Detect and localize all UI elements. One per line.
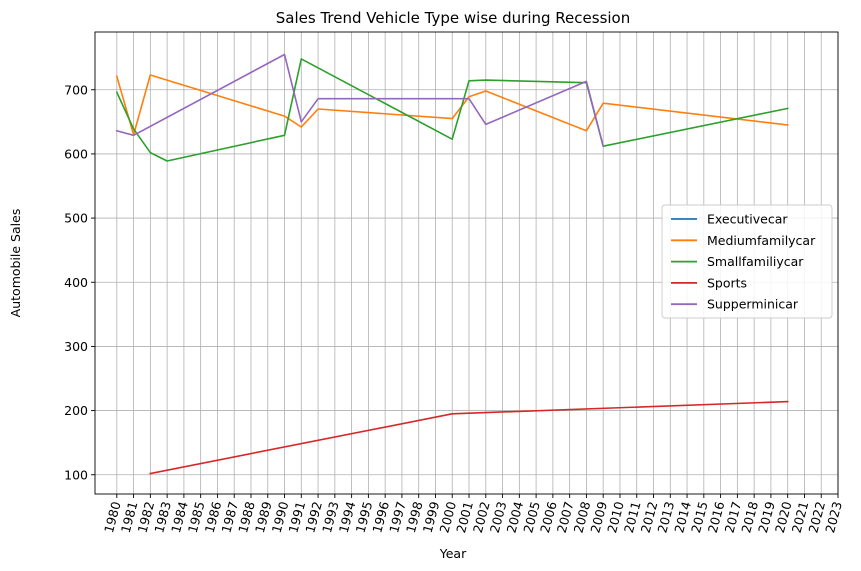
x-axis-ticks: 1980198119821983198419851986198719881989… <box>101 494 845 535</box>
series-line-supperminicar <box>115 53 605 148</box>
series-line-mediumfamilycar <box>115 74 789 136</box>
legend-box <box>661 204 833 319</box>
legend-entry: Sports <box>707 275 747 290</box>
series-line-sports <box>149 400 789 475</box>
series-lines <box>115 53 789 475</box>
y-tick-label: 700 <box>64 82 88 97</box>
y-tick-label: 600 <box>64 146 88 161</box>
legend-entry: Supperminicar <box>707 297 799 312</box>
y-axis-label: Automobile Sales <box>8 209 23 318</box>
y-tick-label: 100 <box>64 467 88 482</box>
y-tick-label: 400 <box>64 275 88 290</box>
legend-entry: Mediumfamilycar <box>707 233 816 248</box>
y-tick-label: 300 <box>64 339 88 354</box>
y-axis-ticks: 100 200 300 400 500 600 700 <box>64 82 95 482</box>
y-tick-label: 200 <box>64 403 88 418</box>
chart-title: Sales Trend Vehicle Type wise during Rec… <box>276 9 631 27</box>
legend: Executivecar Mediumfamilycar Smallfamiliyc… <box>661 204 833 319</box>
y-tick-label: 500 <box>64 211 88 226</box>
plot-frame <box>94 31 839 495</box>
x-axis-label: Year <box>439 546 467 561</box>
legend-entry: Executivecar <box>707 212 788 227</box>
legend-entry: Smallfamiliycar <box>707 254 804 269</box>
